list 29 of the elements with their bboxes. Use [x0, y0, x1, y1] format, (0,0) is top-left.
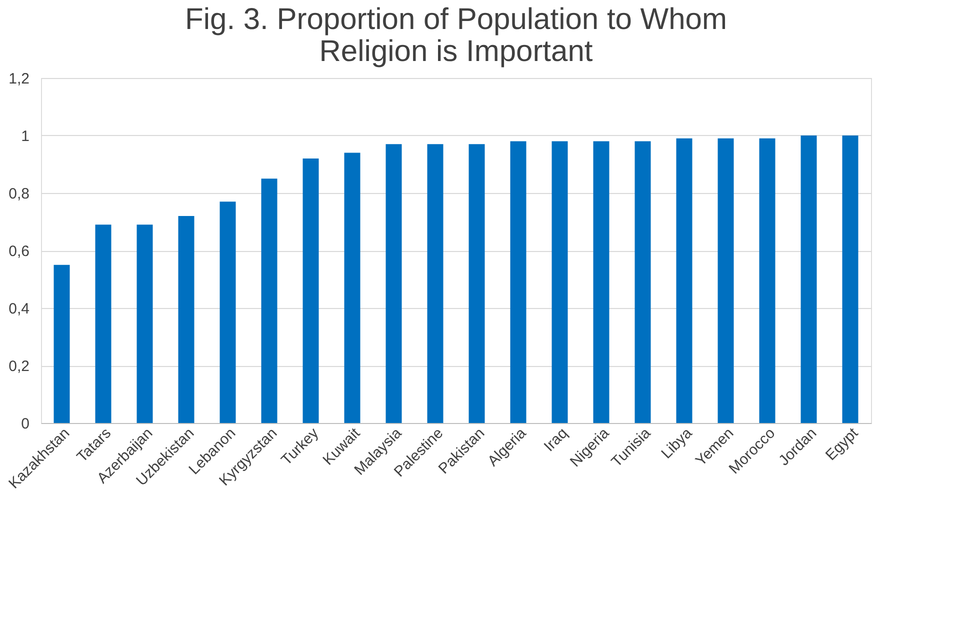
x-tick-label: Iraq	[540, 424, 572, 456]
y-tick-label: 0	[21, 416, 30, 432]
bar	[676, 138, 692, 423]
bar	[95, 224, 112, 423]
bar	[842, 136, 858, 423]
bar	[634, 141, 651, 423]
y-tick-label: 1	[21, 128, 30, 145]
bar	[54, 264, 70, 423]
bar	[344, 152, 360, 423]
y-tick-label: 0,2	[8, 358, 30, 375]
y-tick-label: 0,4	[8, 300, 30, 318]
bar	[593, 141, 610, 423]
bar	[510, 141, 526, 423]
bar	[800, 136, 817, 423]
bar	[552, 141, 568, 423]
bar	[136, 224, 153, 423]
bar	[386, 144, 402, 423]
bar	[759, 138, 776, 423]
bar	[468, 144, 485, 423]
y-tick-label: 1,2	[8, 70, 30, 88]
y-tick-label: 0,8	[8, 186, 30, 202]
y-tick-label: 0,6	[8, 243, 30, 260]
chart-title: Fig. 3. Proportion of Population to Whom Religion is Important	[185, 3, 727, 68]
bar	[261, 178, 278, 423]
bar	[427, 144, 444, 423]
bar	[718, 138, 734, 423]
bar	[220, 202, 236, 423]
bar	[178, 216, 194, 423]
bar	[302, 158, 319, 423]
